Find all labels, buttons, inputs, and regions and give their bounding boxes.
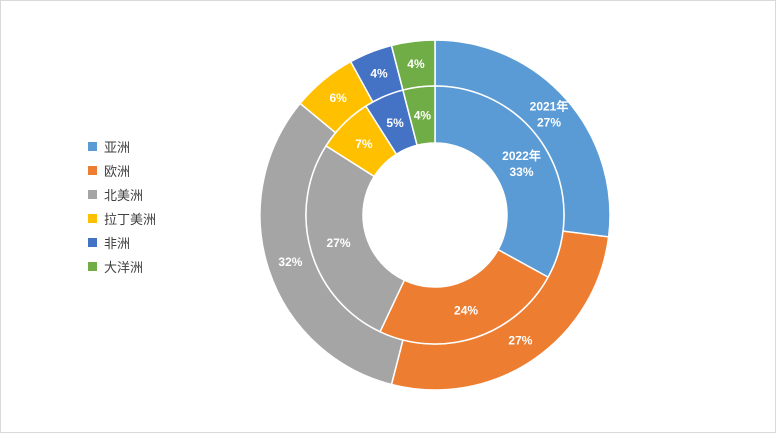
inner-ring-label-africa: 5%: [386, 116, 404, 130]
legend-swatch: [88, 165, 97, 175]
outer-ring-label-latin-america: 6%: [329, 91, 347, 105]
inner-ring-slice-asia: [434, 85, 565, 279]
legend-swatch: [88, 261, 97, 271]
legend-item-oceania: 大洋洲: [88, 254, 156, 278]
legend-label: 欧洲: [104, 164, 131, 180]
inner-ring-slice-north-america: [305, 144, 406, 333]
legend-label: 拉丁美洲: [104, 212, 157, 228]
inner-ring-slice-europe: [379, 248, 550, 345]
inner-ring-label-oceania: 4%: [414, 108, 432, 122]
inner-ring-label-europe: 24%: [454, 304, 478, 318]
legend-item-europe: 欧洲: [88, 158, 156, 182]
outer-ring-label-africa: 4%: [370, 67, 388, 81]
legend-swatch: [88, 141, 97, 151]
legend-label: 亚洲: [104, 140, 131, 156]
inner-ring-label-north-america: 27%: [326, 236, 350, 250]
legend: 亚洲 欧洲 北美洲 拉丁美洲 非洲 大洋洲: [88, 134, 156, 278]
legend-item-africa: 非洲: [88, 230, 156, 254]
outer-ring-label-north-america: 32%: [278, 255, 302, 269]
inner-ring-label-asia: 2022年 33%: [502, 148, 541, 179]
inner-ring-slice-oceania: [402, 85, 436, 147]
legend-item-asia: 亚洲: [88, 134, 156, 158]
legend-label: 大洋洲: [104, 260, 144, 276]
legend-label: 北美洲: [104, 188, 144, 204]
legend-swatch: [88, 237, 97, 247]
legend-label: 非洲: [104, 236, 131, 252]
outer-ring-label-europe: 27%: [508, 334, 532, 348]
legend-swatch: [88, 189, 97, 199]
legend-item-latin-america: 拉丁美洲: [88, 206, 156, 230]
inner-ring-label-latin-america: 7%: [355, 137, 373, 151]
legend-item-north-america: 北美洲: [88, 182, 156, 206]
legend-swatch: [88, 213, 97, 223]
outer-ring-label-oceania: 4%: [407, 57, 425, 71]
outer-ring-label-asia: 2021年 27%: [530, 98, 569, 129]
